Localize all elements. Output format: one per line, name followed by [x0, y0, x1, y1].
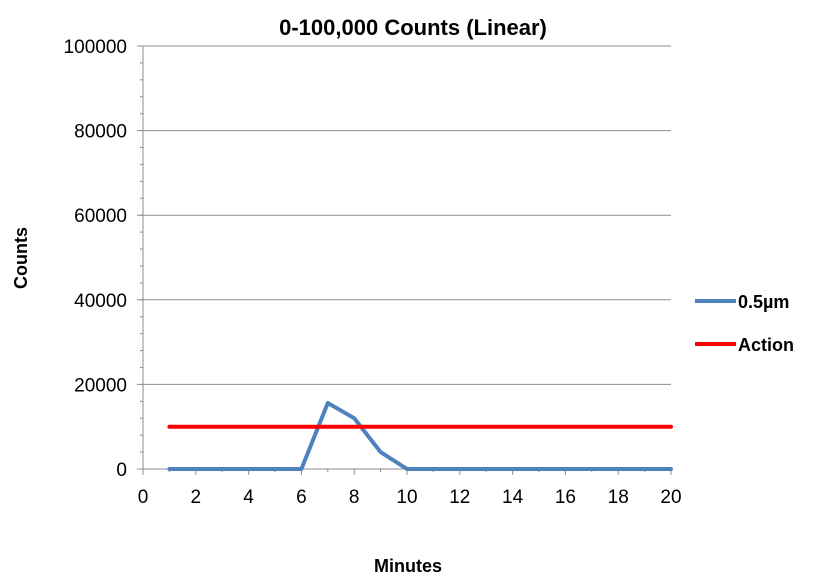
y-tick-label: 20000	[74, 375, 127, 396]
y-tick-label: 80000	[74, 122, 127, 143]
x-tick-label: 16	[555, 487, 576, 508]
x-tick-label: 20	[660, 487, 681, 508]
gridlines	[143, 45, 671, 385]
legend-label-1: Action	[738, 335, 794, 355]
x-tick-label: 6	[296, 487, 307, 508]
legend: 0.5µm Action	[695, 292, 794, 355]
legend-label-0: 0.5µm	[738, 292, 789, 312]
x-tick-label: 2	[191, 487, 202, 508]
x-tick-label: 12	[449, 487, 470, 508]
x-tick-label: 0	[138, 487, 149, 508]
x-tick-label: 4	[243, 487, 254, 508]
x-tick-label: 8	[349, 487, 360, 508]
x-tick-label: 14	[502, 487, 524, 508]
y-tick-label: 100000	[64, 37, 127, 58]
x-tick-label: 18	[608, 487, 629, 508]
y-axis-title: Counts	[11, 227, 31, 289]
x-axis-title: Minutes	[374, 556, 442, 576]
chart-title: 0-100,000 Counts (Linear)	[279, 15, 547, 40]
y-tick-label: 0	[116, 460, 127, 481]
y-tick-label: 40000	[74, 291, 127, 312]
series-lines	[167, 401, 673, 471]
x-tick-label: 10	[396, 487, 417, 508]
y-tick-label: 60000	[74, 206, 127, 227]
axes: 0 20000 40000 60000 80000 100000 0 2 4 6 8 10 12 14 16…	[64, 37, 682, 508]
series-line-0	[167, 401, 673, 471]
